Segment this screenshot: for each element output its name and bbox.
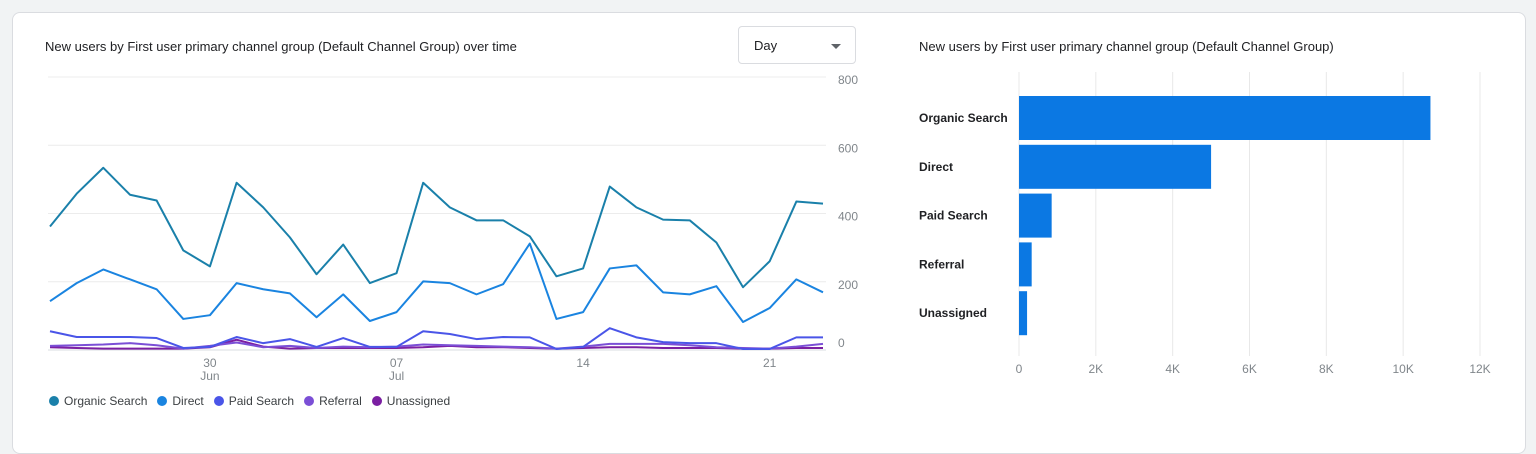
legend-item[interactable]: Referral (304, 394, 362, 408)
bar-organic-search (1019, 96, 1431, 140)
legend-swatch (213, 396, 224, 406)
legend-item[interactable]: Organic Search (49, 394, 147, 408)
x-tick-label: 6K (1242, 362, 1257, 376)
x-tick-label: 14 (576, 356, 590, 370)
legend-swatch (304, 396, 315, 406)
x-tick-label: 0 (1016, 362, 1023, 376)
series-line-organic-search (49, 166, 824, 289)
line-chart-legend: Organic Search Direct Paid Search Referral U… (49, 394, 450, 408)
y-tick-label: 0 (838, 336, 845, 350)
granularity-value: Day (754, 38, 778, 53)
category-label: Organic Search (919, 111, 1008, 125)
line-chart-title: New users by First user primary channel … (45, 39, 517, 54)
x-tick-label: 10K (1392, 362, 1413, 376)
legend-item[interactable]: Direct (157, 394, 204, 408)
y-tick-label: 400 (838, 210, 858, 224)
y-tick-label: 600 (838, 141, 858, 155)
legend-label: Direct (172, 394, 204, 408)
bar-chart: 0 2K 4K 6K 8K 10K 12K Organic Search Direct Paid … (919, 72, 1491, 376)
series-line-referral (49, 341, 824, 350)
legend-label: Organic Search (64, 394, 148, 408)
series-line-paid-search (49, 327, 823, 350)
x-tick-sublabel: Jun (200, 369, 219, 383)
x-tick-label: 12K (1469, 362, 1490, 376)
granularity-dropdown[interactable]: Day (738, 26, 856, 64)
category-label: Unassigned (919, 306, 987, 320)
legend-label: Referral (319, 394, 362, 408)
bar-unassigned (1019, 291, 1028, 336)
x-tick-label: 30 (203, 356, 217, 370)
x-tick-label: 4K (1165, 362, 1180, 376)
x-tick-sublabel: Jul (389, 369, 404, 383)
bar-paid-search (1019, 193, 1052, 238)
category-label: Direct (919, 160, 953, 174)
y-tick-label: 800 (838, 73, 858, 87)
y-tick-label: 200 (838, 278, 858, 292)
category-label: Paid Search (919, 209, 988, 223)
legend-swatch (49, 396, 59, 406)
series-line-direct (49, 242, 824, 324)
legend-label: Paid Search (228, 394, 295, 408)
legend-item[interactable]: Unassigned (371, 394, 451, 408)
bar-chart-title: New users by First user primary channel … (919, 39, 1334, 54)
category-label: Referral (919, 257, 964, 271)
x-tick-label: 21 (763, 356, 777, 370)
legend-label: Unassigned (386, 394, 451, 408)
x-tick-label: 07 (390, 356, 404, 370)
chevron-down-icon (831, 44, 841, 49)
x-tick-label: 2K (1088, 362, 1103, 376)
chart-card (12, 12, 1526, 454)
bar-referral (1019, 242, 1032, 287)
legend-swatch (371, 396, 382, 406)
legend-swatch (157, 396, 168, 406)
x-tick-label: 8K (1319, 362, 1334, 376)
legend-item[interactable]: Paid Search (213, 394, 295, 408)
bar-direct (1019, 144, 1212, 189)
